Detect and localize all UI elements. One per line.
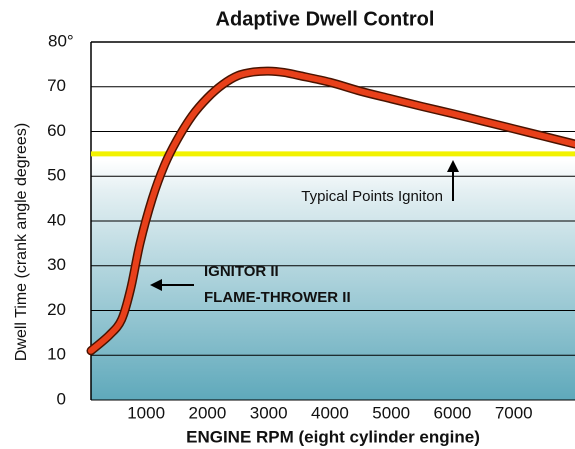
- x-tick-label: 6000: [434, 403, 472, 422]
- y-tick-label: 0: [57, 389, 66, 408]
- arrow-head: [447, 160, 459, 172]
- x-tick-label: 7000: [495, 403, 533, 422]
- x-tick-label: 2000: [188, 403, 226, 422]
- chart-title: Adaptive Dwell Control: [216, 8, 435, 30]
- annotation: FLAME-THROWER II: [204, 289, 351, 306]
- arrow-head: [150, 279, 162, 291]
- y-tick-label: 20: [47, 300, 66, 319]
- y-tick-label: 60: [47, 121, 66, 140]
- y-tick-label: 70: [47, 76, 66, 95]
- y-tick-label: 10: [47, 345, 66, 364]
- x-tick-label: 5000: [372, 403, 410, 422]
- y-tick-label: 40: [47, 210, 66, 229]
- x-axis-label: ENGINE RPM (eight cylinder engine): [186, 427, 480, 446]
- y-tick-label: 50: [47, 166, 66, 185]
- x-tick-label: 3000: [250, 403, 288, 422]
- annotation: IGNITOR II: [204, 263, 279, 280]
- y-tick-label: 80°: [48, 31, 74, 50]
- line: [88, 68, 575, 354]
- x-tick-label: 1000: [127, 403, 165, 422]
- y-axis-label: Dwell Time (crank angle degrees): [13, 123, 30, 361]
- annotation: Typical Points Igniton: [301, 188, 443, 205]
- x-tick-label: 4000: [311, 403, 349, 422]
- y-tick-label: 30: [47, 255, 66, 274]
